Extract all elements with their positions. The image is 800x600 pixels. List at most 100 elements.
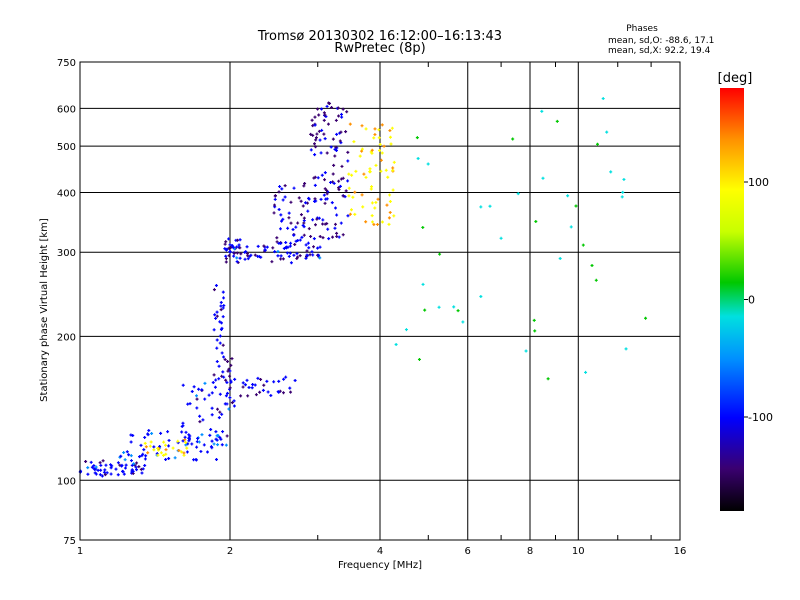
data-point — [305, 254, 309, 258]
data-point — [137, 465, 141, 469]
data-point — [380, 123, 384, 127]
data-point — [188, 437, 192, 441]
data-point — [227, 407, 231, 411]
data-point — [221, 315, 225, 319]
data-point — [214, 378, 218, 382]
data-point — [152, 448, 156, 452]
data-point — [423, 308, 427, 312]
y-tick-label: 600 — [57, 104, 76, 115]
x-tick-label: 10 — [572, 546, 585, 557]
data-point — [348, 212, 352, 216]
data-point — [286, 226, 290, 230]
data-point — [301, 204, 305, 208]
data-point — [203, 397, 207, 401]
data-point — [164, 443, 168, 447]
data-point — [532, 318, 536, 322]
data-point — [225, 391, 229, 395]
data-point — [114, 467, 118, 471]
data-point — [164, 452, 168, 456]
data-point — [158, 445, 162, 449]
data-point — [224, 254, 228, 258]
data-point — [195, 445, 199, 449]
data-point — [218, 436, 222, 440]
data-point — [394, 342, 398, 346]
data-point — [309, 132, 313, 136]
data-point — [339, 221, 343, 225]
data-point — [389, 142, 393, 146]
data-point — [179, 450, 183, 454]
data-point — [331, 137, 335, 141]
data-point — [346, 214, 350, 218]
data-point — [339, 130, 343, 134]
data-point — [122, 472, 126, 476]
data-point — [340, 164, 344, 168]
data-point — [330, 201, 334, 205]
data-point — [306, 209, 310, 213]
data-point — [210, 391, 214, 395]
x-tick-label: 4 — [377, 546, 383, 557]
data-point — [387, 216, 391, 220]
data-point — [129, 440, 133, 444]
data-point — [334, 206, 338, 210]
data-point — [313, 223, 317, 227]
data-point — [281, 198, 285, 202]
data-point — [299, 213, 303, 217]
data-point — [595, 142, 599, 146]
y-tick-label: 200 — [57, 332, 76, 343]
data-point — [200, 388, 204, 392]
data-point — [147, 428, 151, 432]
y-tick-label: 75 — [63, 536, 76, 547]
data-point — [421, 282, 425, 286]
data-point — [265, 379, 269, 383]
data-point — [258, 390, 262, 394]
data-point — [360, 193, 364, 197]
data-point — [190, 442, 194, 446]
data-point — [84, 460, 88, 464]
data-point — [279, 254, 283, 258]
data-point — [86, 466, 90, 470]
data-point — [296, 221, 300, 225]
data-point — [283, 195, 287, 199]
data-point — [291, 227, 295, 231]
data-point — [283, 184, 287, 188]
data-point — [102, 470, 106, 474]
data-point — [156, 446, 160, 450]
data-point — [295, 252, 299, 256]
data-point — [438, 252, 442, 256]
data-point — [269, 393, 273, 397]
data-point — [219, 301, 223, 305]
data-point — [277, 379, 281, 383]
data-point — [360, 147, 364, 151]
data-point — [347, 194, 351, 198]
data-point — [235, 251, 239, 255]
data-point — [292, 233, 296, 237]
data-point — [380, 220, 384, 224]
data-point — [479, 205, 483, 209]
data-point — [307, 246, 311, 250]
data-point — [89, 460, 93, 464]
data-point — [287, 211, 291, 215]
data-point — [130, 469, 134, 473]
data-point — [314, 138, 318, 142]
data-point — [569, 225, 573, 229]
data-point — [210, 413, 214, 417]
data-point — [227, 254, 231, 258]
data-point — [176, 439, 180, 443]
data-point — [574, 204, 578, 208]
data-point — [279, 257, 283, 261]
data-point — [310, 250, 314, 254]
data-point — [221, 343, 225, 347]
data-point — [558, 256, 562, 260]
data-point — [208, 433, 212, 437]
data-point — [312, 142, 316, 146]
data-point — [289, 390, 293, 394]
data-point — [225, 247, 229, 251]
data-point — [437, 305, 441, 309]
data-point — [224, 260, 228, 264]
data-point — [98, 473, 102, 477]
data-point — [228, 374, 232, 378]
data-point — [321, 222, 325, 226]
data-point — [373, 127, 377, 131]
data-point — [244, 383, 247, 387]
